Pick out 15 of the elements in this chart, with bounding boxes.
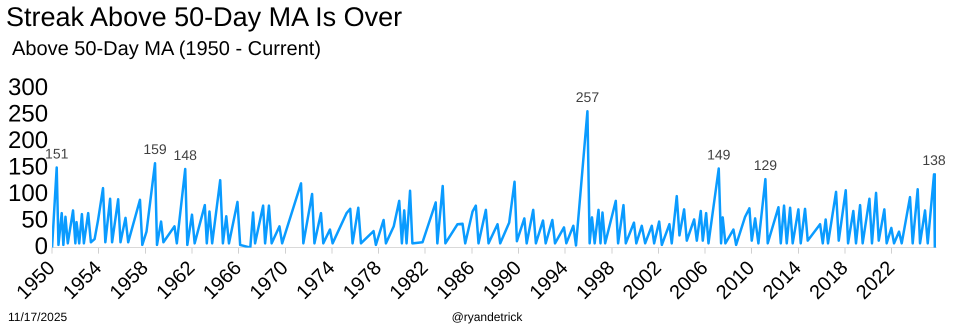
annotation: 129 <box>754 156 778 173</box>
annotation: 148 <box>174 146 198 163</box>
chart-subtitle: Above 50-Day MA (1950 - Current) <box>12 38 322 61</box>
annotation: 159 <box>143 141 167 158</box>
y-tick-label: 300 <box>8 74 48 102</box>
y-tick-label: 100 <box>8 180 48 208</box>
chart-title: Streak Above 50-Day MA Is Over <box>6 2 402 33</box>
annotation: 257 <box>576 89 600 106</box>
y-tick-label: 250 <box>8 100 48 128</box>
y-tick-label: 50 <box>21 206 48 234</box>
text: 11/17/2025 <box>8 310 68 324</box>
text: @ryandetrick <box>452 310 522 324</box>
annotation: 138 <box>922 152 946 168</box>
y-tick-label: 0 <box>34 233 48 260</box>
annotation: 149 <box>707 146 731 162</box>
